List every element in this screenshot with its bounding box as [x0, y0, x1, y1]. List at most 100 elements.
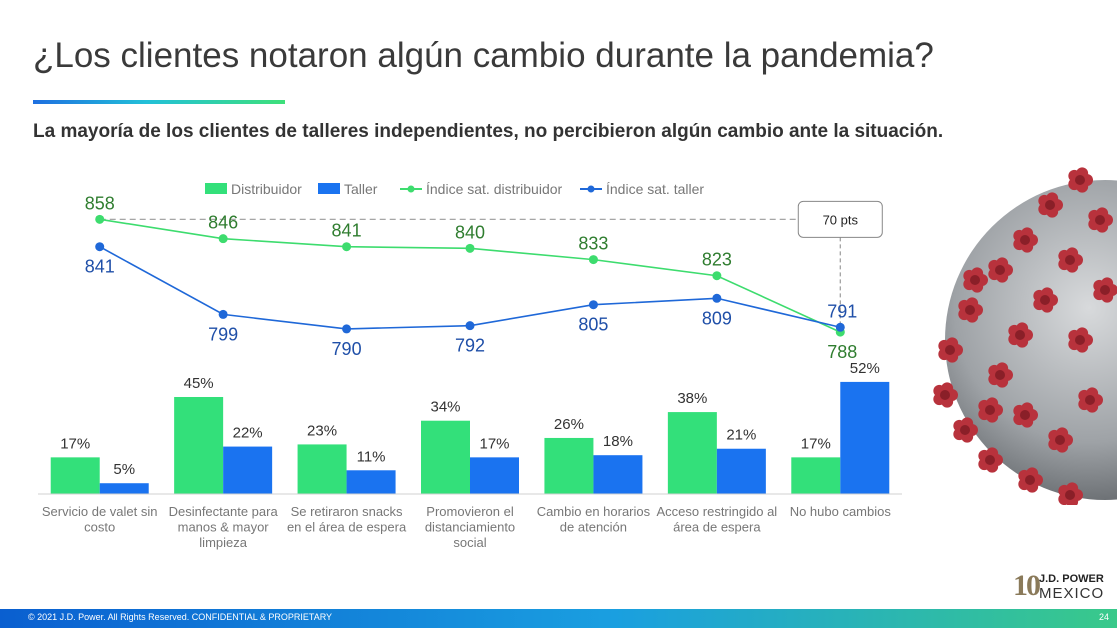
- virus-spike: [1018, 467, 1043, 493]
- bar-1-1: [223, 446, 273, 494]
- category-label-2: Se retiraron snacks en el área de espera: [287, 504, 407, 535]
- chart-legend: Distribuidor Taller Índice sat. distribuid…: [205, 181, 704, 197]
- bar-0-1: [174, 396, 224, 494]
- bar-1-4: [593, 455, 643, 494]
- line-point-1-5: [712, 293, 722, 303]
- virus-spike: [1038, 192, 1063, 218]
- line-label-1-5: 809: [702, 308, 732, 328]
- line-label-0-3: 840: [455, 222, 485, 242]
- bar-0-6: [791, 457, 841, 494]
- virus-spike: [978, 397, 1003, 423]
- annotation-label: 70 pts: [823, 212, 859, 227]
- virus-spike: [938, 337, 963, 363]
- line-label-0-1: 846: [208, 213, 238, 233]
- virus-spike: [963, 267, 988, 293]
- virus-spike: [988, 257, 1013, 283]
- line-point-0-0: [95, 214, 105, 224]
- virus-spike: [958, 297, 983, 323]
- virus-spike: [1068, 327, 1093, 353]
- line-point-1-3: [465, 321, 475, 331]
- category-label-6: No hubo cambios: [790, 504, 892, 519]
- bar-label-0-0: 17%: [60, 435, 90, 452]
- line-point-1-4: [588, 300, 598, 310]
- line-point-1-2: [342, 324, 352, 334]
- virus-spike: [1058, 247, 1083, 273]
- virus-spike: [978, 447, 1003, 473]
- logo-brand: J.D. POWER: [1039, 573, 1104, 585]
- copyright-text: © 2021 J.D. Power. All Rights Reserved. …: [28, 612, 333, 622]
- legend-label-0: Distribuidor: [231, 181, 302, 197]
- line-label-1-2: 790: [332, 339, 362, 359]
- virus-spike: [1093, 277, 1117, 303]
- footer-bar: © 2021 J.D. Power. All Rights Reserved. …: [0, 609, 1117, 628]
- line-label-1-3: 792: [455, 336, 485, 356]
- bar-label-0-2: 23%: [307, 422, 337, 439]
- legend-label-2: Índice sat. distribuidor: [426, 181, 563, 197]
- virus-spike: [1058, 482, 1083, 505]
- legend-swatch-1: [318, 183, 340, 194]
- line-point-1-1: [218, 309, 228, 319]
- line-point-0-5: [712, 271, 722, 281]
- virus-spike: [1033, 287, 1058, 313]
- bar-label-1-1: 22%: [233, 425, 263, 442]
- bar-label-1-2: 11%: [357, 448, 386, 465]
- logo-anniversary-number: 10: [1013, 569, 1041, 602]
- logo-region: MEXICO: [1039, 585, 1105, 602]
- bar-0-4: [544, 437, 594, 494]
- page-subtitle: La mayoría de los clientes de talleres i…: [33, 121, 944, 142]
- bar-label-1-5: 21%: [726, 427, 756, 444]
- legend-swatch-0: [205, 183, 227, 194]
- bar-label-0-1: 45%: [184, 375, 214, 392]
- category-label-3: Promovieron el distanciamiento social: [425, 504, 515, 550]
- virus-spike: [953, 417, 978, 443]
- line-point-0-2: [342, 242, 352, 252]
- bar-1-3: [470, 457, 519, 494]
- bar-0-2: [297, 444, 347, 494]
- line-point-0-1: [218, 234, 228, 244]
- line-label-0-0: 858: [85, 193, 115, 213]
- bar-label-0-5: 38%: [677, 390, 707, 407]
- virus-spike: [1078, 387, 1103, 413]
- bar-1-0: [99, 483, 149, 494]
- legend-label-1: Taller: [344, 181, 378, 197]
- legend-label-3: Índice sat. taller: [606, 181, 704, 197]
- virus-spike: [1013, 227, 1038, 253]
- title-accent-bar: [33, 100, 285, 104]
- line-point-1-6: [835, 322, 845, 332]
- bar-0-3: [421, 420, 470, 494]
- bar-0-5: [667, 412, 717, 494]
- category-label-4: Cambio en horarios de atención: [537, 504, 651, 535]
- page-title: ¿Los clientes notaron algún cambio duran…: [33, 36, 934, 75]
- bar-label-1-6: 52%: [850, 360, 880, 377]
- virus-spike: [1088, 207, 1113, 233]
- category-label-1: Desinfectante para manos & mayor limpieza: [169, 504, 279, 550]
- legend-marker-2: [407, 185, 415, 193]
- bar-1-5: [716, 448, 766, 494]
- virus-illustration: [933, 167, 1117, 505]
- line-label-1-4: 805: [578, 315, 608, 335]
- line-label-1-1: 799: [208, 324, 238, 344]
- virus-spike: [1008, 322, 1033, 348]
- bar-1-2: [346, 470, 396, 494]
- bar-label-0-6: 17%: [801, 435, 831, 452]
- bar-label-1-0: 5%: [113, 461, 135, 478]
- line-label-0-2: 841: [332, 221, 362, 241]
- bar-label-0-3: 34%: [430, 399, 460, 416]
- bar-label-1-3: 17%: [479, 435, 509, 452]
- virus-spike: [988, 362, 1013, 388]
- category-label-5: Acceso restringido al área de espera: [657, 504, 778, 535]
- page-number: 24: [1098, 612, 1109, 622]
- line-label-0-6: 788: [827, 342, 857, 362]
- annotation-callout: 70 pts: [797, 200, 883, 238]
- legend-marker-3: [587, 185, 595, 193]
- bar-1-6: [840, 381, 890, 494]
- bar-0-0: [50, 457, 100, 494]
- virus-spike: [1013, 402, 1038, 428]
- bar-label-1-4: 18%: [603, 433, 633, 450]
- line-label-1-6: 791: [827, 301, 857, 321]
- jd-power-logo: 10 J.D. POWER MEXICO: [1013, 569, 1109, 604]
- line-point-0-3: [465, 243, 475, 253]
- annotation-box: [797, 200, 883, 238]
- line-label-0-5: 823: [702, 250, 732, 270]
